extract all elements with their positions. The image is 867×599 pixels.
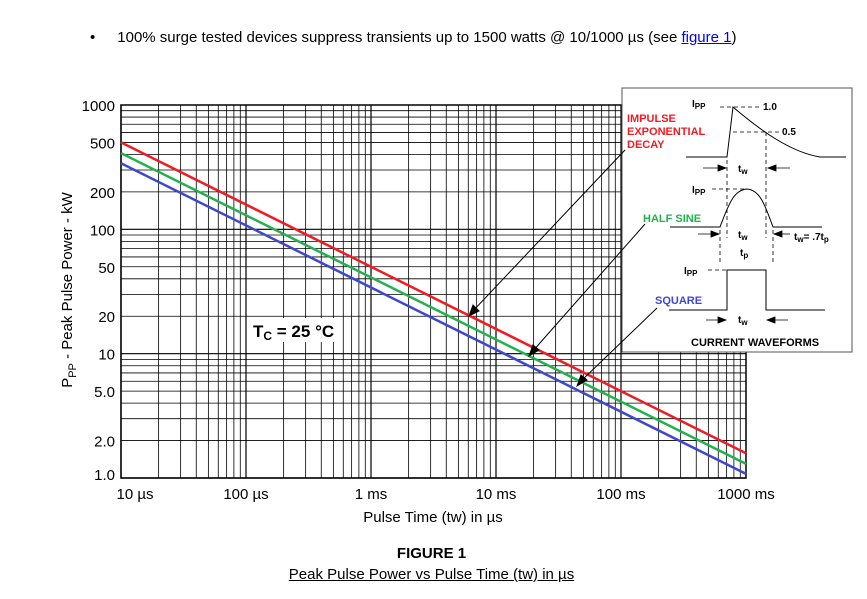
tick-labels: 10 µs 100 µs 1 ms 10 ms 100 ms 1000 ms 1.0 2.0 5…: [82, 98, 775, 503]
bullet-text: 100% surge tested devices suppress trans…: [117, 29, 682, 46]
half-sine-label: HALF SINE: [643, 213, 701, 225]
annotation-bg: [250, 318, 340, 342]
y-tick-label: 2.0: [94, 434, 115, 451]
svg-text:IPP: IPP: [692, 185, 706, 197]
svg-text:IPP: IPP: [684, 266, 698, 278]
figure-title: FIGURE 1: [396, 545, 467, 562]
grid: [120, 105, 746, 479]
y-axis-label: PPP - Peak Pulse Power - kW: [59, 191, 79, 387]
impulse-label: IMPULSE EXPONENTIAL DECAY: [627, 113, 706, 151]
x-tick-label: 1 ms: [355, 486, 388, 503]
dimension-arrows: [698, 164, 790, 324]
series-line-half-sine: [120, 152, 747, 465]
x-tick-label: 10 ms: [476, 486, 517, 503]
svg-text:tw= .7tp: tw= .7tp: [794, 232, 829, 244]
inset-title: CURRENT WAVEFORMS: [691, 337, 819, 349]
y-tick-label: 50: [98, 260, 115, 277]
y-tick-label: 10: [98, 347, 115, 364]
x-tick-label: 100 ms: [596, 486, 645, 503]
svg-text:1.0: 1.0: [763, 102, 777, 113]
y-tick-label: 20: [98, 309, 115, 326]
bullet-dot: •: [90, 29, 96, 46]
y-tick-label: 100: [90, 222, 115, 239]
half-sine-waveform: [670, 188, 822, 228]
series-line-square: [120, 162, 747, 475]
current-waveforms-inset: IMPULSE EXPONENTIAL DECAY HALF SINE SQUA…: [621, 87, 853, 353]
y-tick-label: 1000: [82, 98, 115, 115]
inset-text-labels: IPP 1.0 0.5 tw IPP tw tw= .7tp tp IPP tw: [684, 99, 829, 327]
callout-arrows: [468, 149, 658, 388]
svg-text:IMPULSE: IMPULSE: [627, 113, 676, 125]
figure-subtitle: Peak Pulse Power vs Pulse Time (tw) in µ…: [288, 566, 575, 583]
svg-text:tw: tw: [738, 164, 748, 176]
x-tick-label: 1000 ms: [717, 486, 775, 503]
svg-text:tw: tw: [738, 315, 748, 327]
svg-text:tw: tw: [738, 230, 748, 242]
svg-text:IPP: IPP: [692, 99, 706, 111]
guides: [708, 106, 780, 271]
exp-decay-waveform: [686, 106, 846, 158]
series-lines: [120, 141, 747, 475]
y-tick-label: 500: [90, 135, 115, 152]
temperature-annotation: TC = 25 °C: [253, 322, 334, 343]
figure-link[interactable]: figure 1: [681, 29, 732, 46]
feature-bullet: • 100% surge tested devices suppress tran…: [90, 29, 737, 46]
square-label: SQUARE: [655, 295, 702, 307]
x-tick-label: 10 µs: [117, 486, 154, 503]
bullet-suffix: ): [731, 29, 737, 46]
svg-text:DECAY: DECAY: [627, 139, 665, 151]
y-tick-label: 5.0: [94, 384, 115, 401]
x-axis-label: Pulse Time (tw) in µs: [363, 509, 503, 526]
waveforms: [669, 106, 846, 311]
x-tick-label: 100 µs: [223, 486, 268, 503]
svg-text:tp: tp: [740, 248, 748, 260]
y-tick-label: 200: [90, 185, 115, 202]
svg-text:0.5: 0.5: [782, 127, 796, 138]
svg-text:EXPONENTIAL: EXPONENTIAL: [627, 126, 706, 138]
y-tick-label: 1.0: [94, 467, 115, 484]
square-waveform: [669, 269, 825, 311]
series-line-impulse-exponential-decay: [120, 141, 747, 455]
